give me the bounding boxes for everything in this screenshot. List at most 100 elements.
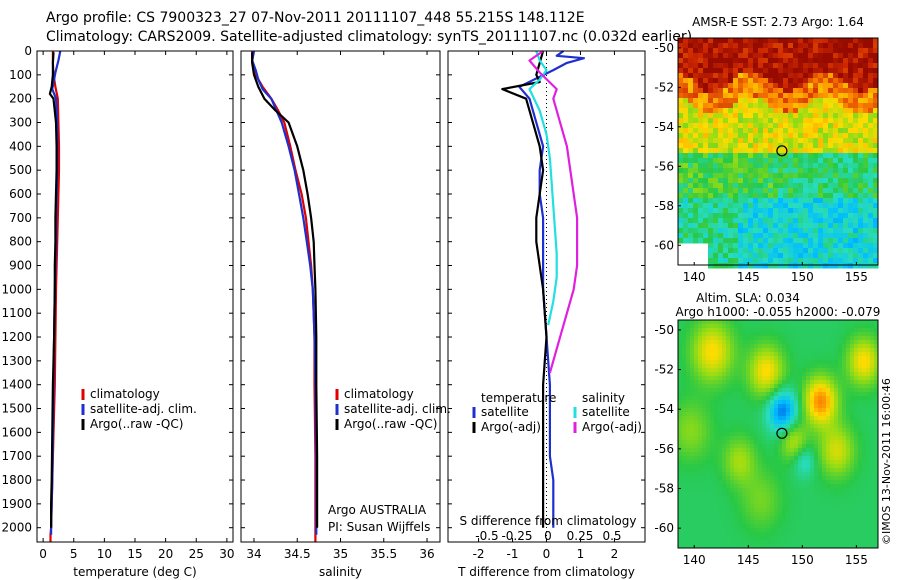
map-cell <box>710 424 715 429</box>
map-cell <box>746 440 751 445</box>
map-cell <box>863 138 869 144</box>
map-cell <box>810 360 815 365</box>
map-cell <box>814 420 819 425</box>
map-cell <box>823 118 829 124</box>
map-cell <box>678 238 684 244</box>
map-cell <box>786 476 791 481</box>
map-cell <box>750 512 755 517</box>
map-cell <box>750 364 755 369</box>
map-cell <box>774 464 779 469</box>
map-cell <box>758 148 764 154</box>
map-cell <box>866 484 871 489</box>
map-cell <box>870 444 875 449</box>
map-cell <box>703 153 709 159</box>
map-cell <box>726 356 731 361</box>
map-cell <box>683 238 689 244</box>
map-cell <box>758 524 763 529</box>
map-cell <box>778 103 784 109</box>
map-cell <box>718 376 723 381</box>
map-cell <box>843 38 849 44</box>
map-cell <box>734 428 739 433</box>
map-cell <box>814 492 819 497</box>
map-cell <box>734 432 739 437</box>
map-cell <box>814 364 819 369</box>
map-cell <box>834 360 839 365</box>
map-cell <box>688 168 694 174</box>
map-cell <box>778 263 784 269</box>
map-cell <box>693 218 699 224</box>
map-cell <box>686 364 691 369</box>
map-cell <box>862 396 867 401</box>
map-cell <box>858 500 863 505</box>
map-cell <box>866 440 871 445</box>
map-cell <box>750 520 755 525</box>
map-cell <box>818 213 824 219</box>
map-cell <box>818 456 823 461</box>
map-cell <box>762 388 767 393</box>
map-cell <box>766 384 771 389</box>
map-cell <box>754 520 759 525</box>
map-cell <box>738 128 744 134</box>
map-cell <box>858 544 863 549</box>
map-cell <box>794 500 799 505</box>
map-cell <box>774 500 779 505</box>
map-cell <box>843 193 849 199</box>
map-cell <box>723 138 729 144</box>
map-cell <box>713 183 719 189</box>
map-cell <box>858 178 864 184</box>
map-cell <box>734 396 739 401</box>
map-cell <box>846 512 851 517</box>
map-cell <box>848 173 854 179</box>
map-cell <box>713 233 719 239</box>
map-cell <box>834 492 839 497</box>
map-cell <box>754 432 759 437</box>
map-cell <box>730 540 735 545</box>
map-cell <box>766 540 771 545</box>
map-cell <box>822 408 827 413</box>
map-cell <box>803 148 809 154</box>
map-cell <box>854 396 859 401</box>
map-cell <box>838 384 843 389</box>
map-cell <box>690 400 695 405</box>
map-cell <box>803 233 809 239</box>
map-cell <box>838 432 843 437</box>
map-cell <box>678 103 684 109</box>
map-cell <box>726 512 731 517</box>
map-cell <box>746 380 751 385</box>
map-cell <box>758 58 764 64</box>
map-cell <box>743 103 749 109</box>
map-cell <box>783 148 789 154</box>
y-tick-label: 1900 <box>1 497 32 511</box>
map-cell <box>754 400 759 405</box>
map-cell <box>758 73 764 79</box>
map-cell <box>678 183 684 189</box>
map-cell <box>726 520 731 525</box>
map-cell <box>798 524 803 529</box>
map-cell <box>790 332 795 337</box>
map-cell <box>733 98 739 104</box>
map-cell <box>773 53 779 59</box>
map-cell <box>774 344 779 349</box>
map-cell <box>688 93 694 99</box>
map-cell <box>690 340 695 345</box>
map-cell <box>770 452 775 457</box>
map-cell <box>738 528 743 533</box>
map-cell <box>794 324 799 329</box>
map-cell <box>753 68 759 74</box>
map-cell <box>858 78 864 84</box>
map-cell <box>818 376 823 381</box>
map-cell <box>738 432 743 437</box>
map-cell <box>774 492 779 497</box>
map-cell <box>874 476 879 481</box>
map-cell <box>742 536 747 541</box>
map-cell <box>823 98 829 104</box>
map-cell <box>866 352 871 357</box>
map-cell <box>794 352 799 357</box>
map-cell <box>718 480 723 485</box>
map-cell <box>846 520 851 525</box>
map-cell <box>703 238 709 244</box>
map-cell <box>786 384 791 389</box>
map-cell <box>686 344 691 349</box>
map-cell <box>846 432 851 437</box>
map-cell <box>770 512 775 517</box>
